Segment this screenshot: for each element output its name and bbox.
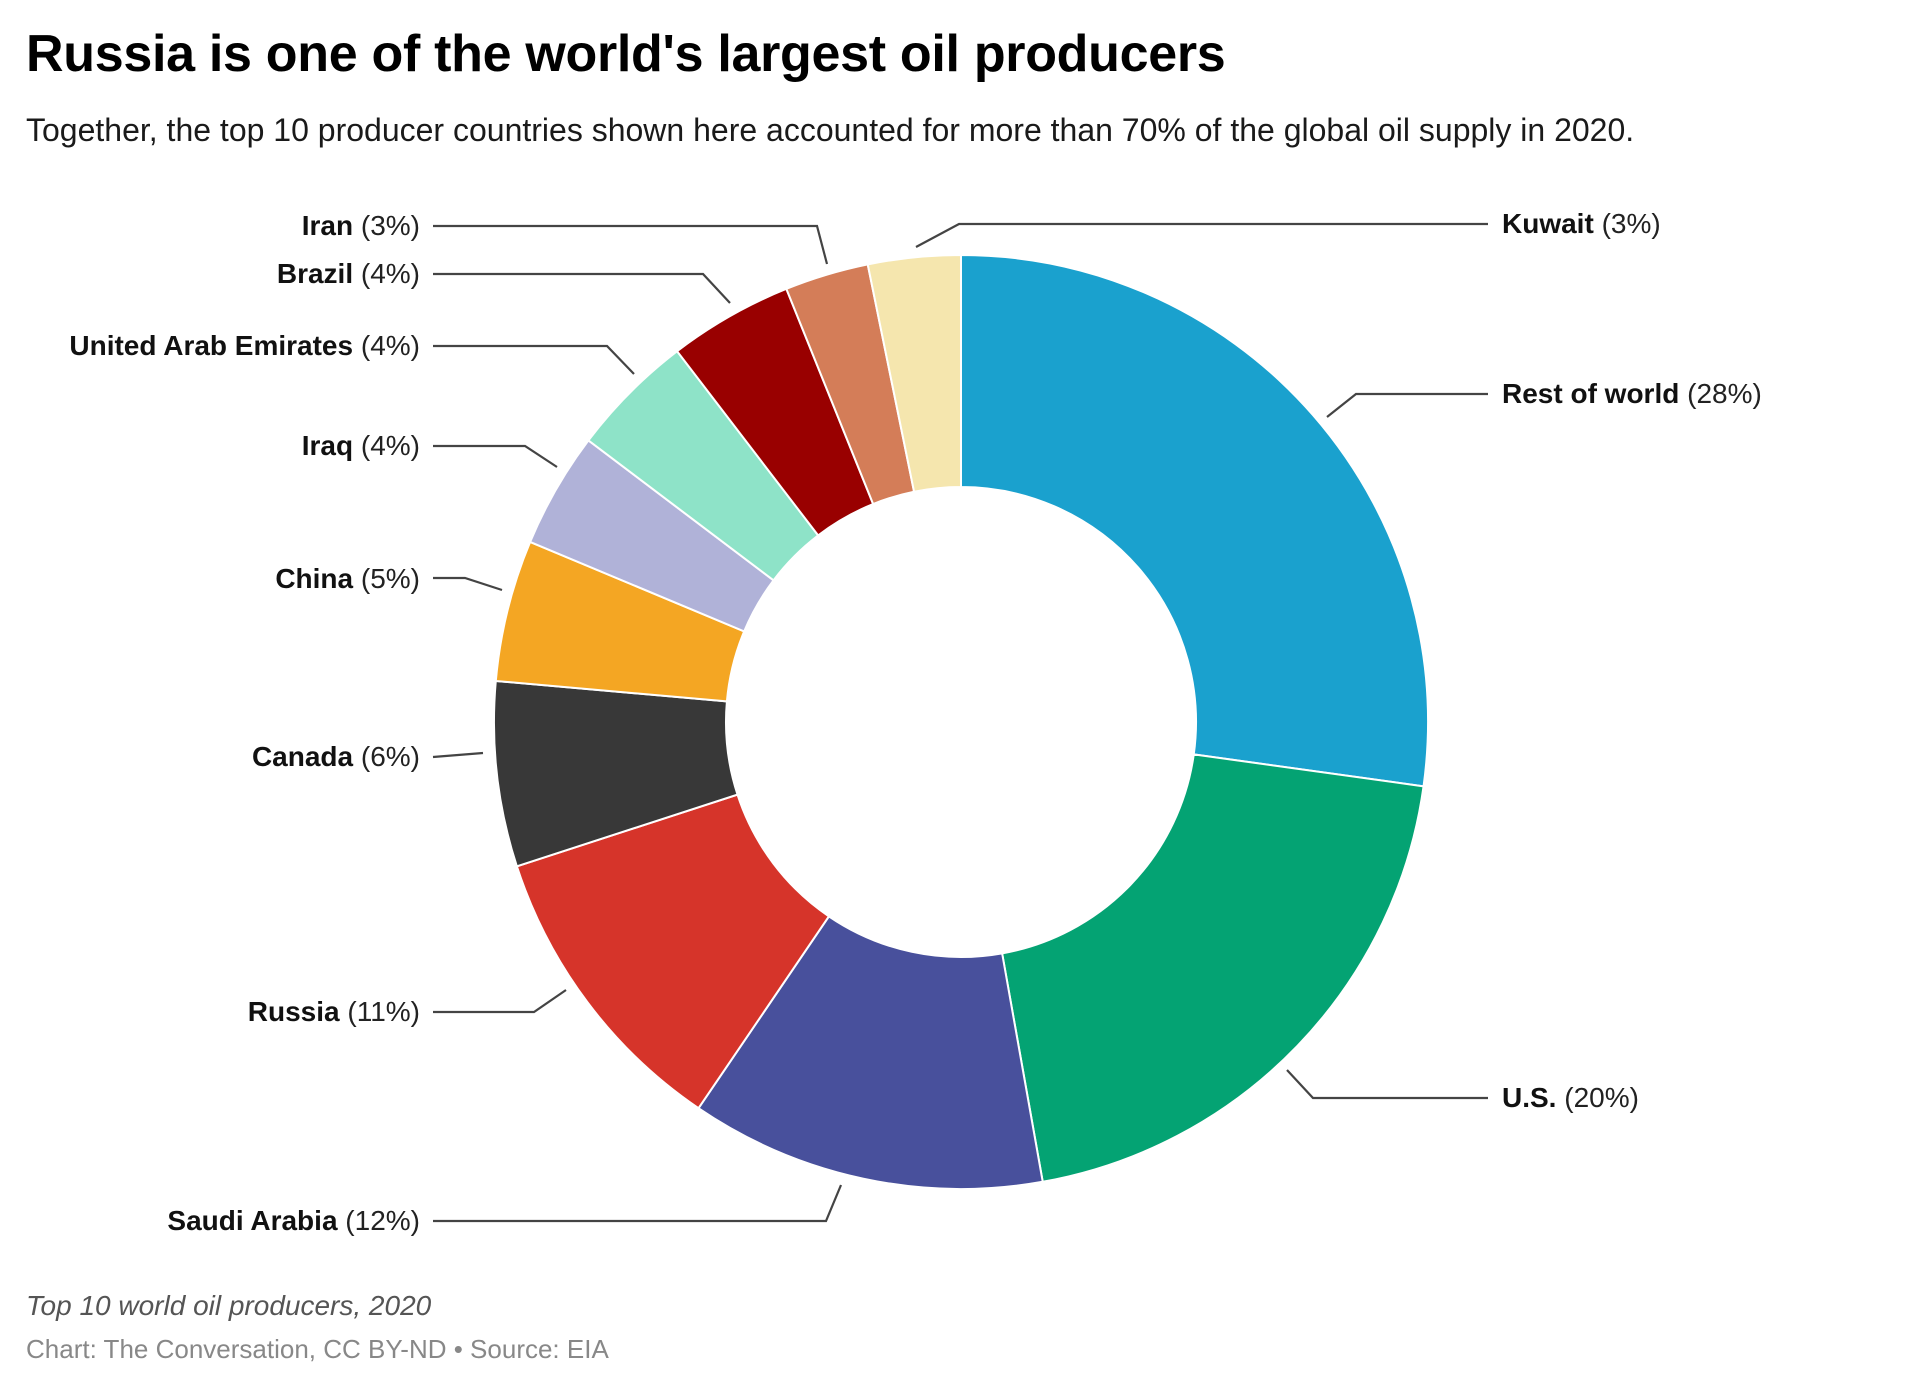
slice-kuwait [866, 253, 962, 493]
slice-label: Iraq (4%) [302, 429, 420, 463]
slice-label-name: China [275, 563, 354, 594]
leader-line [1286, 1069, 1488, 1100]
leader-line [433, 224, 829, 265]
slice-label: Kuwait (3%) [1502, 207, 1661, 241]
slice-label: Rest of world (28%) [1502, 377, 1762, 411]
slice-label-percent: (6%) [360, 741, 420, 772]
slice-label: Saudi Arabia (12%) [167, 1204, 420, 1238]
slice-label-percent: (4%) [360, 258, 420, 289]
slice-russia [515, 793, 831, 1110]
leader-line [432, 751, 484, 759]
chart-subtitle: Together, the top 10 producer countries … [26, 112, 1635, 148]
leader-line [433, 344, 635, 375]
slice-label-percent: (4%) [360, 330, 420, 361]
slice-rest-of-world [960, 253, 1429, 788]
slice-label-name: Iran [301, 210, 354, 241]
leader-lines [432, 222, 1488, 1223]
slice-label-name: Russia [247, 996, 340, 1027]
slice-label-name: Iraq [301, 430, 354, 461]
slice-label-name: Saudi Arabia [167, 1205, 338, 1236]
leader-line [433, 576, 503, 592]
slice-label-percent: (4%) [360, 430, 420, 461]
slice-label-percent: (12%) [345, 1205, 420, 1236]
slice-label: Russia (11%) [248, 995, 420, 1029]
slice-label-percent: (5%) [360, 563, 420, 594]
slice-label-percent: (28%) [1687, 378, 1762, 409]
slice-saudi-arabia [697, 914, 1044, 1190]
slice-u-s- [1000, 753, 1425, 1183]
slice-label-percent: (11%) [347, 996, 420, 1027]
slice-label: U.S. (20%) [1502, 1081, 1639, 1115]
slice-label: China (5%) [275, 562, 420, 596]
slice-label-name: Brazil [276, 258, 354, 289]
slice-label-name: United Arab Emirates [69, 330, 354, 361]
chart-caption: Top 10 world oil producers, 2020 [26, 1290, 432, 1321]
slice-label-name: Kuwait [1502, 208, 1594, 239]
leader-line [433, 444, 558, 468]
leader-line [433, 989, 567, 1014]
leader-line [1326, 392, 1488, 418]
chart-title: Russia is one of the world's largest oil… [26, 25, 1226, 83]
slice-label-name: U.S. [1502, 1082, 1557, 1113]
leader-line [915, 222, 1488, 248]
donut-slices [493, 253, 1429, 1190]
slice-label: Iran (3%) [302, 209, 420, 243]
slice-label-percent: (3%) [360, 210, 420, 241]
slice-label: Canada (6%) [252, 740, 420, 774]
slice-label-percent: (20%) [1564, 1082, 1639, 1113]
slice-label-name: Canada [251, 741, 354, 772]
slice-label: Brazil (4%) [277, 257, 420, 291]
slice-label: United Arab Emirates (4%) [69, 329, 420, 363]
chart-credit: Chart: The Conversation, CC BY-ND • Sour… [26, 1334, 609, 1364]
leader-line [433, 1184, 843, 1223]
leader-line [433, 272, 731, 304]
slice-label-name: Rest of world [1502, 378, 1680, 409]
slice-label-percent: (3%) [1601, 208, 1661, 239]
